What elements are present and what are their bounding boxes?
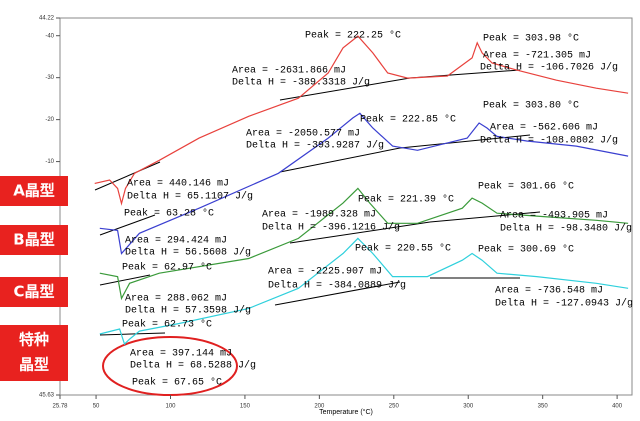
y-tick-label: -30: [45, 75, 54, 81]
x-tick-label: 400: [612, 404, 623, 410]
annotation: Delta H = 57.3598 J/g: [125, 305, 251, 317]
series-line: [99, 187, 629, 301]
annotation: Area = 288.062 mJ: [125, 294, 227, 305]
annotation: Peak = 63.28 °C: [124, 208, 214, 220]
y-tick-label: -10: [45, 159, 54, 165]
y-tick-label: 45.63: [39, 393, 55, 399]
annotation: Delta H = -108.0802 J/g: [480, 135, 618, 147]
x-tick-label: 50: [93, 404, 100, 410]
tag-label: A晶型: [13, 182, 55, 200]
annotation: Area = -1989.328 mJ: [262, 210, 376, 221]
annotation: Delta H = 65.1107 J/g: [127, 191, 253, 203]
annotation: Area = 294.424 mJ: [125, 236, 227, 247]
annotation: Area = -562.606 mJ: [490, 123, 598, 134]
annotation: Area = 397.144 mJ: [130, 349, 232, 360]
annotation: Peak = 303.98 °C: [483, 33, 579, 45]
annotation: Area = -721.305 mJ: [483, 51, 591, 62]
annotation: Delta H = -384.0889 J/g: [268, 280, 406, 292]
x-tick-label: 100: [165, 404, 176, 410]
annotation: Delta H = -393.9287 J/g: [246, 140, 384, 152]
annotation: Delta H = 56.5608 J/g: [125, 247, 251, 259]
baselines: [94, 69, 541, 336]
annotation: Delta H = -98.3480 J/g: [500, 223, 632, 235]
annotation: Area = -736.548 mJ: [495, 286, 603, 297]
x-tick-label: 350: [538, 404, 549, 410]
y-tick-label: -20: [45, 117, 54, 123]
annotation: Peak = 301.66 °C: [478, 181, 574, 193]
y-tick-label: -40: [45, 33, 54, 39]
tag-label: 晶型: [19, 356, 49, 374]
annotation: Delta H = -106.7026 J/g: [480, 62, 618, 74]
annotation: Peak = 222.25 °C: [305, 30, 401, 42]
tag-label: B晶型: [13, 231, 54, 249]
annotation: Area = -493.905 mJ: [500, 211, 608, 222]
annotation: Peak = 62.97 °C: [122, 262, 212, 274]
annotation: Area = -2631.866 mJ: [232, 66, 346, 77]
tag-box: [0, 325, 68, 381]
annotation: Peak = 300.69 °C: [478, 244, 574, 256]
x-axis-label: Temperature (°C): [319, 408, 373, 416]
series-line: [99, 112, 629, 255]
series-line: [99, 237, 629, 346]
y-tick-label: 44.22: [39, 16, 55, 22]
annotation: Peak = 303.80 °C: [483, 100, 579, 112]
annotation: Delta H = -127.0943 J/g: [495, 298, 633, 310]
x-tick-label: 250: [389, 404, 400, 410]
tag-box: [0, 277, 68, 307]
annotation: Delta H = -389.3318 J/g: [232, 77, 370, 89]
plot-frame: [59, 17, 633, 396]
tag-box: [0, 225, 68, 255]
series-line: [94, 35, 629, 206]
annotation: Area = 440.146 mJ: [127, 179, 229, 190]
x-tick-label: 150: [240, 404, 251, 410]
annotation: Peak = 221.39 °C: [358, 194, 454, 206]
annotation: Area = -2225.907 mJ: [268, 267, 382, 278]
annotation: Peak = 62.73 °C: [122, 319, 212, 331]
tag-box: [0, 176, 68, 206]
annotation: Peak = 222.85 °C: [360, 114, 456, 126]
x-tick-label: 300: [463, 404, 474, 410]
annotation: Peak = 67.65 °C: [132, 377, 222, 389]
annotation: Delta H = -396.1216 J/g: [262, 222, 400, 234]
x-tick-label: 200: [314, 404, 325, 410]
annotation: Area = -2050.577 mJ: [246, 129, 360, 140]
tag-label: C晶型: [13, 283, 54, 301]
tag-label: 特种: [19, 331, 49, 349]
annotation: Peak = 220.55 °C: [355, 243, 451, 255]
x-tick-label: 25.78: [52, 404, 68, 410]
annotation: Delta H = 68.5288 J/g: [130, 360, 256, 372]
